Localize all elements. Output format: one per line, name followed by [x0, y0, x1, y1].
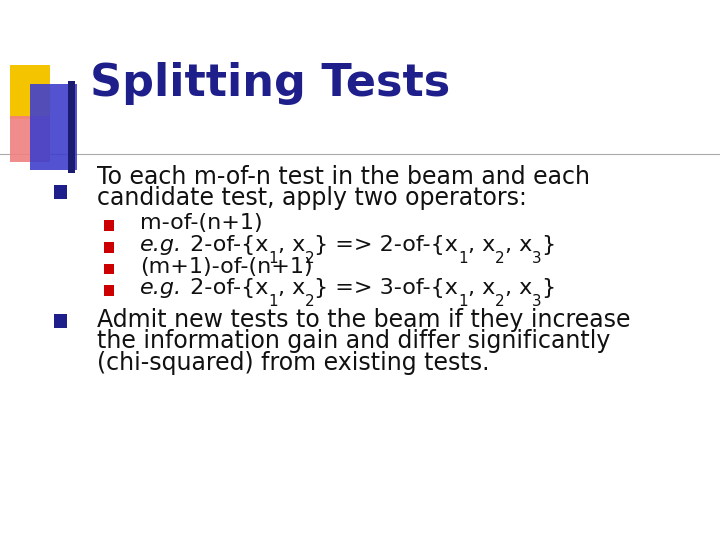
Text: , x: , x: [468, 235, 495, 255]
Bar: [30, 84, 77, 170]
Bar: [104, 285, 114, 296]
Bar: [104, 242, 114, 253]
Text: } => 3-of-{x: } => 3-of-{x: [315, 278, 458, 298]
Text: Splitting Tests: Splitting Tests: [90, 62, 450, 105]
Text: (m+1)-of-(n+1): (m+1)-of-(n+1): [140, 256, 313, 276]
Text: 2-of-{x: 2-of-{x: [183, 278, 268, 298]
Text: , x: , x: [505, 278, 532, 298]
Bar: [104, 220, 114, 231]
Text: }: }: [541, 278, 556, 298]
Text: 1: 1: [458, 251, 468, 266]
Bar: [10, 65, 50, 119]
Bar: [54, 314, 67, 328]
Bar: [54, 185, 67, 199]
Text: 2: 2: [305, 251, 315, 266]
Text: 2-of-{x: 2-of-{x: [183, 235, 268, 255]
Text: , x: , x: [468, 278, 495, 298]
Text: 1: 1: [458, 294, 468, 309]
Text: }: }: [541, 235, 556, 255]
Text: the information gain and differ significantly: the information gain and differ signific…: [97, 329, 611, 353]
Text: 1: 1: [268, 294, 277, 309]
Text: 2: 2: [305, 294, 315, 309]
Text: , x: , x: [277, 235, 305, 255]
Text: (chi-squared) from existing tests.: (chi-squared) from existing tests.: [97, 351, 490, 375]
Text: e.g.: e.g.: [140, 278, 183, 298]
Text: e.g.: e.g.: [140, 235, 183, 255]
Text: 2: 2: [495, 251, 505, 266]
Bar: [10, 116, 50, 162]
Bar: [104, 264, 114, 274]
Bar: [68, 81, 75, 173]
Text: Admit new tests to the beam if they increase: Admit new tests to the beam if they incr…: [97, 308, 631, 332]
Text: , x: , x: [277, 278, 305, 298]
Text: 1: 1: [268, 251, 277, 266]
Text: 3: 3: [532, 251, 541, 266]
Text: 2: 2: [495, 294, 505, 309]
Text: m-of-(n+1): m-of-(n+1): [140, 213, 263, 233]
Text: , x: , x: [505, 235, 532, 255]
Text: To each m-of-n test in the beam and each: To each m-of-n test in the beam and each: [97, 165, 590, 188]
Text: } => 2-of-{x: } => 2-of-{x: [315, 235, 458, 255]
Text: candidate test, apply two operators:: candidate test, apply two operators:: [97, 186, 527, 210]
Text: 3: 3: [532, 294, 541, 309]
